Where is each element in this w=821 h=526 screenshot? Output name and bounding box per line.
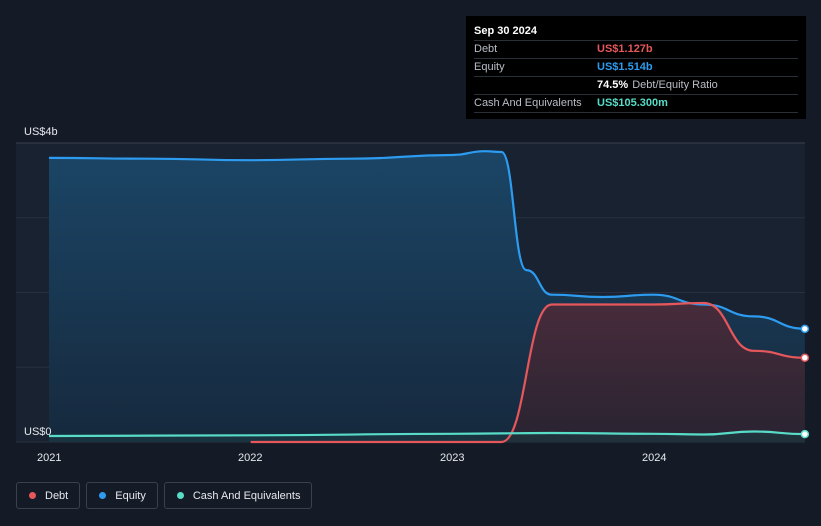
line-debt bbox=[250, 301, 805, 444]
legend-dot-cash-icon bbox=[176, 492, 184, 499]
tooltip-panel: Sep 30 2024 Debt US$1.127b Equity US$1.5… bbox=[466, 16, 806, 119]
y-label-top: US$4b bbox=[24, 126, 58, 138]
end-dot-equity bbox=[800, 324, 810, 334]
tooltip-label-ratio-spacer bbox=[474, 77, 597, 94]
legend-item-cash[interactable]: Cash And Equivalents bbox=[163, 482, 313, 509]
legend-item-equity[interactable]: Equity bbox=[86, 482, 158, 509]
legend-dot-debt-icon bbox=[29, 492, 36, 499]
line-cash-and-equivalents bbox=[48, 430, 805, 438]
tooltip-row-debt: Debt US$1.127b bbox=[474, 40, 798, 58]
legend-label-equity: Equity bbox=[115, 489, 146, 502]
tooltip-row-cash: Cash And Equivalents US$105.300m bbox=[474, 94, 798, 113]
tooltip-date: Sep 30 2024 bbox=[474, 25, 537, 37]
legend-label-cash: Cash And Equivalents bbox=[192, 489, 301, 502]
legend-item-debt[interactable]: Debt bbox=[16, 482, 81, 509]
end-dot-cash-and-equivalents bbox=[800, 429, 810, 439]
y-label-zero: US$0 bbox=[24, 426, 52, 438]
line-equity bbox=[48, 150, 805, 330]
tooltip-label-cash: Cash And Equivalents bbox=[474, 97, 582, 109]
tooltip-value-debt: US$1.127b bbox=[597, 43, 653, 55]
tooltip-label-debt: Debt bbox=[474, 43, 498, 55]
legend-label-debt: Debt bbox=[45, 489, 69, 502]
tooltip-ratio-value: 74.5% bbox=[597, 79, 629, 91]
series-end-markers bbox=[800, 324, 810, 439]
x-tick-2021: 2021 bbox=[37, 452, 61, 464]
x-tick-2023: 2023 bbox=[440, 452, 464, 464]
x-tick-2024: 2024 bbox=[642, 452, 666, 464]
tooltip-value-cash: US$105.300m bbox=[597, 97, 668, 109]
tooltip-ratio-label: Debt/Equity Ratio bbox=[632, 79, 718, 91]
x-tick-2022: 2022 bbox=[238, 452, 262, 464]
tooltip-row-equity: Equity US$1.514b bbox=[474, 58, 798, 76]
end-dot-debt bbox=[800, 353, 810, 363]
tooltip-label-equity: Equity bbox=[474, 61, 505, 73]
tooltip-value-equity: US$1.514b bbox=[597, 61, 653, 73]
tooltip-row-ratio: 74.5% Debt/Equity Ratio bbox=[474, 76, 798, 94]
legend: Debt Equity Cash And Equivalents bbox=[16, 482, 313, 509]
series-lines bbox=[48, 150, 805, 444]
legend-dot-equity-icon bbox=[99, 492, 107, 499]
